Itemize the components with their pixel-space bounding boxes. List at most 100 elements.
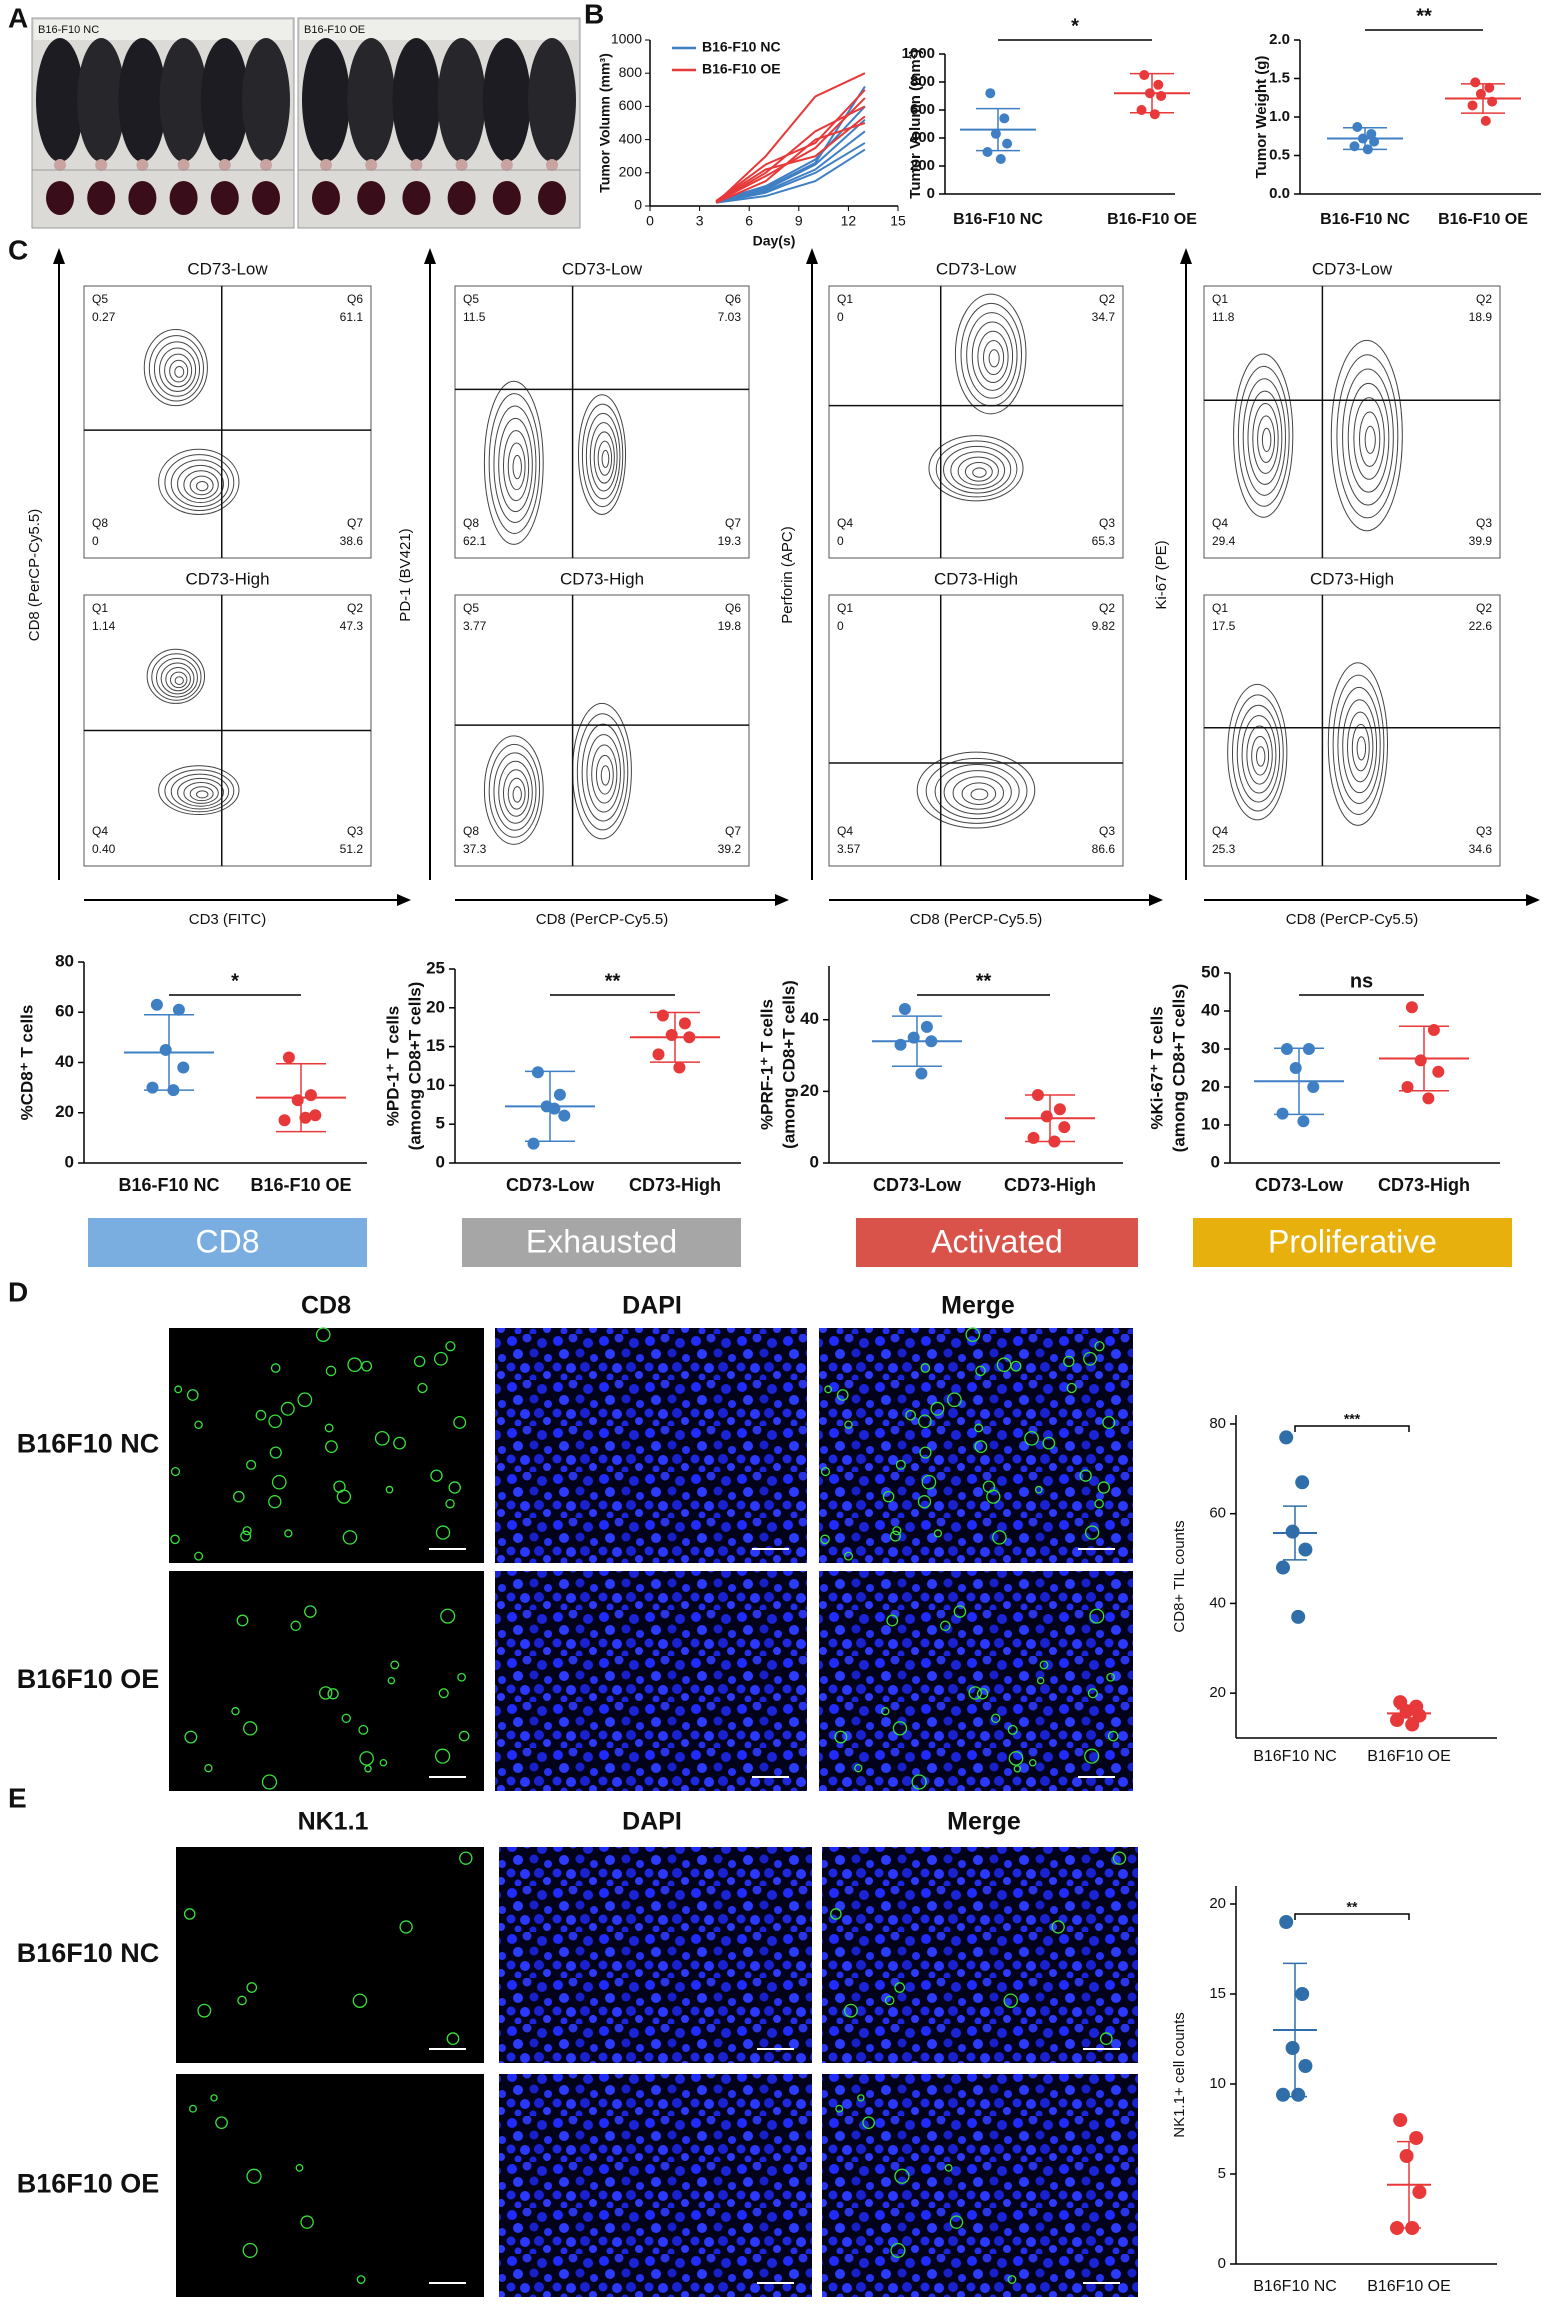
micrograph	[819, 1328, 1133, 1563]
y-tick-label: 1000	[902, 45, 935, 62]
contour	[1364, 425, 1376, 454]
data-point	[1139, 70, 1150, 80]
stained-cell	[210, 2094, 218, 2102]
stained-cell	[290, 1620, 301, 1632]
stained-cell	[271, 1474, 287, 1490]
quadrant-value: 3.77	[463, 619, 487, 633]
stained-cell	[438, 1688, 449, 1699]
contour	[195, 790, 209, 799]
x-tick-label: B16-F10 NC	[118, 1175, 219, 1195]
data-point	[1291, 1609, 1306, 1624]
data-point	[159, 1043, 172, 1056]
mouse	[36, 38, 84, 162]
data-point	[291, 1094, 304, 1107]
data-point	[1297, 1115, 1310, 1128]
stained-cell	[385, 1485, 394, 1494]
data-point	[1276, 1107, 1289, 1120]
mouse	[528, 38, 576, 162]
stained-cell	[1112, 1851, 1127, 1865]
stained-cell	[170, 1534, 180, 1545]
series-line	[715, 105, 866, 202]
quadrant-value: 29.4	[1212, 534, 1236, 548]
quadrant-value: 22.6	[1469, 619, 1493, 633]
stained-cell	[986, 1489, 1001, 1504]
stained-cell	[1107, 1730, 1119, 1742]
x-tick-label: 6	[745, 213, 753, 229]
y-tick-label: 5	[1218, 2165, 1226, 2182]
y-axis-label: NK1.1+ cell counts	[1171, 2012, 1188, 2138]
contour	[928, 435, 1024, 502]
data-point	[1470, 77, 1481, 88]
contour	[498, 760, 533, 824]
y-tick-label: 0	[1211, 1152, 1220, 1171]
y-tick-label: 25	[426, 958, 445, 977]
y-tick-label: 600	[619, 97, 643, 113]
stained-cell	[270, 1363, 281, 1373]
mouse-tail	[546, 159, 558, 171]
quadrant-name: Q7	[725, 824, 741, 838]
stained-cell	[352, 1993, 368, 2008]
y-tick-label: 0.0	[1269, 185, 1290, 202]
mouse-tail	[365, 159, 378, 171]
x-axis-label: CD8 (PerCP-Cy5.5)	[910, 911, 1043, 928]
mouse	[302, 38, 350, 162]
stained-cell	[1094, 1498, 1104, 1509]
stained-cell	[1083, 1351, 1097, 1366]
contour	[170, 459, 230, 508]
quadrant-name: Q6	[725, 292, 741, 306]
stained-cell	[242, 1526, 252, 1536]
quadrant-value: 39.9	[1469, 534, 1493, 548]
stained-cell	[194, 1551, 204, 1561]
contour	[512, 454, 522, 480]
column-header: DAPI	[622, 1292, 682, 1320]
plot-title: CD73-Low	[187, 259, 268, 278]
tumor	[357, 181, 386, 215]
quadrant-name: Q4	[1212, 516, 1228, 530]
error-bar	[892, 1015, 942, 1068]
series-line	[715, 89, 866, 202]
tumor	[87, 181, 116, 215]
x-tick-label: 0	[646, 213, 654, 229]
stained-cell	[183, 1908, 196, 1920]
error-bar	[1274, 1047, 1324, 1116]
data-point	[1279, 1430, 1294, 1445]
micrograph	[822, 2074, 1138, 2297]
stained-cell	[387, 1676, 396, 1685]
contour	[966, 312, 1018, 399]
quadrant-name: Q2	[1099, 292, 1115, 306]
x-tick-label: CD73-Low	[506, 1175, 595, 1195]
contour	[164, 769, 235, 813]
contour	[1241, 715, 1277, 794]
y-axis-label: Ki-67 (PE)	[1153, 540, 1170, 609]
quadrant-name: Q2	[1099, 601, 1115, 615]
quadrant-value: 9.82	[1092, 619, 1116, 633]
stained-cell	[1034, 1485, 1043, 1494]
plot-frame	[454, 594, 750, 867]
stained-cell	[1102, 1415, 1116, 1429]
contour	[143, 329, 208, 407]
data-point	[1393, 2113, 1408, 2127]
tumor	[312, 181, 340, 215]
y-axis-label: PD-1 (BV421)	[397, 528, 414, 621]
contour	[952, 776, 1004, 810]
stained-cell	[1007, 2275, 1017, 2284]
stained-cell	[300, 2215, 314, 2229]
y-tick-label: 40	[800, 1009, 819, 1028]
stained-cell	[1066, 1382, 1077, 1394]
quadrant-name: Q4	[92, 824, 108, 838]
data-point	[146, 1081, 159, 1094]
y-tick-label: 0.5	[1269, 146, 1290, 163]
y-tick-label: 0	[927, 185, 935, 202]
quadrant-value: 3.57	[837, 842, 861, 856]
quadrant-value: 0.40	[92, 842, 116, 856]
stained-cell	[440, 1608, 456, 1624]
x-tick-label: B16-F10 NC	[953, 211, 1043, 228]
error-bar	[1399, 1025, 1449, 1092]
stained-cell	[1003, 1993, 1018, 2008]
stained-cell	[327, 1688, 339, 1700]
contour	[916, 751, 1036, 829]
stained-cell	[992, 1530, 1007, 1545]
data-point	[678, 1017, 691, 1030]
quadrant-name: Q2	[1476, 601, 1492, 615]
y-axis-label: %PD-1⁺ T cells	[383, 1006, 402, 1126]
